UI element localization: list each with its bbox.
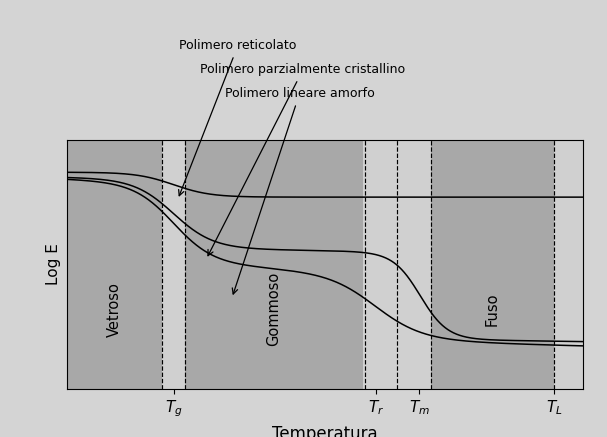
Bar	[430, 140, 554, 389]
Bar	[67, 140, 162, 389]
Text: Fuso: Fuso	[485, 292, 500, 326]
Text: Vetroso: Vetroso	[107, 282, 122, 336]
Text: Polimero parzialmente cristallino: Polimero parzialmente cristallino	[200, 63, 405, 256]
Text: Polimero reticolato: Polimero reticolato	[178, 39, 296, 196]
X-axis label: Temperatura: Temperatura	[272, 425, 378, 437]
Text: Polimero lineare amorfo: Polimero lineare amorfo	[225, 87, 375, 294]
Text: Gommoso: Gommoso	[266, 272, 280, 347]
Y-axis label: Log E: Log E	[46, 243, 61, 285]
Bar	[407, 140, 430, 389]
Bar	[162, 140, 186, 389]
Bar	[554, 140, 583, 389]
Bar	[387, 140, 407, 389]
Bar	[186, 140, 364, 389]
Bar	[364, 140, 387, 389]
